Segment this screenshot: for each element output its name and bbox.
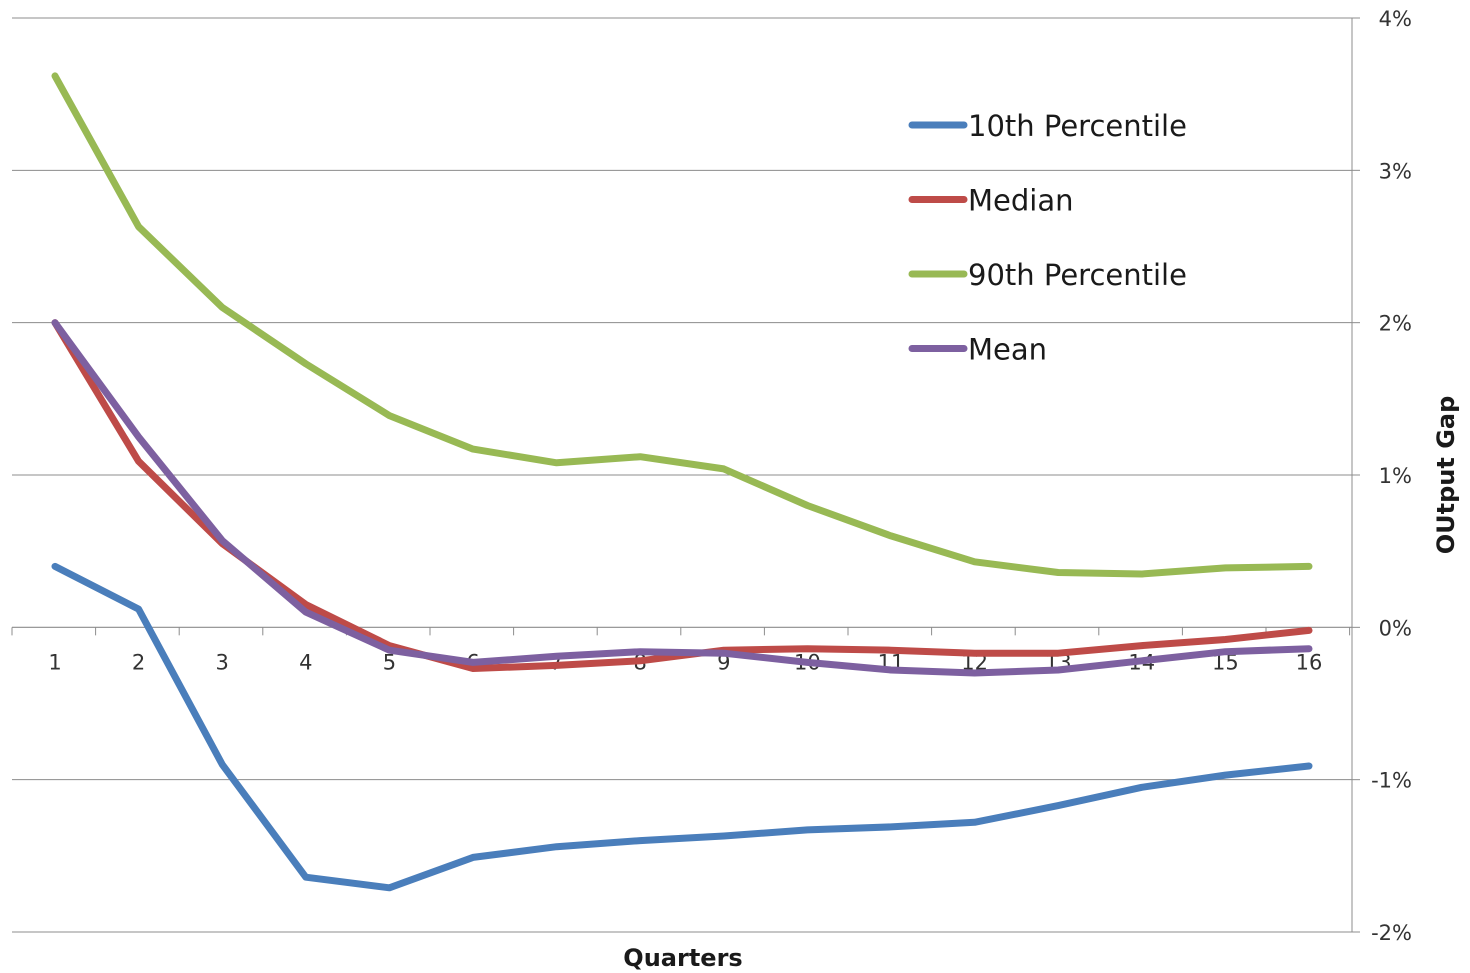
- legend-label-90th-percentile: 90th Percentile: [968, 258, 1187, 292]
- x-tick-label: 1: [48, 650, 61, 674]
- y-tick-label: 2%: [1379, 312, 1412, 336]
- series-line-median: [51, 319, 1313, 672]
- series-line-90th-percentile: [51, 72, 1313, 578]
- y-axis-title: OUtput Gap: [1432, 396, 1460, 555]
- x-tick-label: 4: [299, 650, 312, 674]
- legend: 10th Percentile Median 90th Percentile Mean: [908, 109, 1187, 367]
- x-tick-label: 3: [216, 650, 229, 674]
- y-tick-label: 3%: [1379, 159, 1412, 183]
- x-tick-label: 5: [383, 650, 396, 674]
- axes: -2%-1%0%1%2%3%4%1 2 3 4 5 6 7 8 9 10 11 12 13 14 15 16: [11, 7, 1412, 945]
- x-axis-title: Quarters: [623, 944, 742, 972]
- series-line-10th-percentile: [51, 562, 1313, 892]
- x-tick-label: 2: [132, 650, 145, 674]
- series-line-mean: [51, 319, 1313, 677]
- legend-label-mean: Mean: [968, 333, 1047, 367]
- x-tick-label: 16: [1296, 650, 1323, 674]
- series-lines: [51, 72, 1313, 892]
- legend-label-10th-percentile: 10th Percentile: [968, 109, 1187, 143]
- legend-label-median: Median: [968, 184, 1073, 218]
- y-tick-label: 0%: [1379, 616, 1412, 640]
- y-tick-label: 4%: [1379, 7, 1412, 31]
- gridlines: [12, 17, 1352, 933]
- y-tick-label: 1%: [1379, 464, 1412, 488]
- y-tick-label: -2%: [1371, 921, 1412, 945]
- y-tick-label: -1%: [1371, 769, 1412, 793]
